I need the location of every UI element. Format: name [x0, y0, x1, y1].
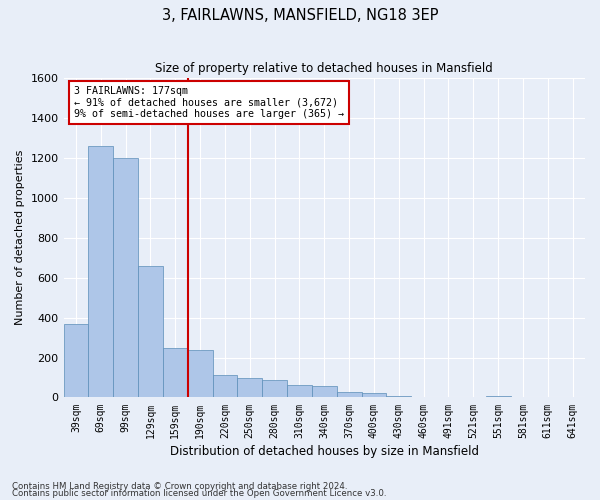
- Text: Contains public sector information licensed under the Open Government Licence v3: Contains public sector information licen…: [12, 489, 386, 498]
- Bar: [485, 396, 511, 398]
- Bar: [64, 324, 88, 398]
- Bar: [337, 392, 362, 398]
- Bar: [163, 348, 188, 398]
- Bar: [287, 386, 312, 398]
- Bar: [138, 266, 163, 398]
- Bar: [262, 380, 287, 398]
- Bar: [386, 396, 411, 398]
- Bar: [362, 394, 386, 398]
- Bar: [88, 146, 113, 398]
- Bar: [212, 376, 238, 398]
- Bar: [238, 378, 262, 398]
- X-axis label: Distribution of detached houses by size in Mansfield: Distribution of detached houses by size …: [170, 444, 479, 458]
- Bar: [312, 386, 337, 398]
- Text: Contains HM Land Registry data © Crown copyright and database right 2024.: Contains HM Land Registry data © Crown c…: [12, 482, 347, 491]
- Text: 3, FAIRLAWNS, MANSFIELD, NG18 3EP: 3, FAIRLAWNS, MANSFIELD, NG18 3EP: [162, 8, 438, 22]
- Y-axis label: Number of detached properties: Number of detached properties: [15, 150, 25, 326]
- Text: 3 FAIRLAWNS: 177sqm
← 91% of detached houses are smaller (3,672)
9% of semi-deta: 3 FAIRLAWNS: 177sqm ← 91% of detached ho…: [74, 86, 344, 119]
- Title: Size of property relative to detached houses in Mansfield: Size of property relative to detached ho…: [155, 62, 493, 76]
- Bar: [113, 158, 138, 398]
- Bar: [188, 350, 212, 398]
